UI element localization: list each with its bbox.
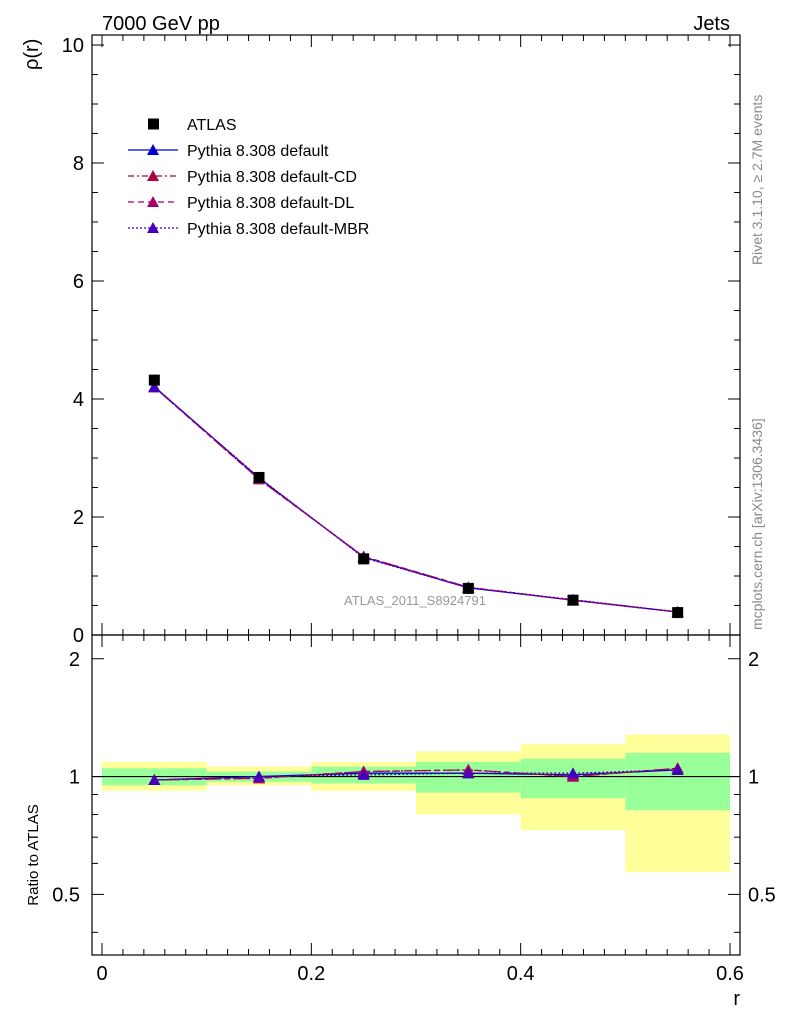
ratio-y-axis-label: Ratio to ATLAS <box>25 804 42 905</box>
legend-marker <box>147 222 159 233</box>
ratio-line <box>154 769 678 781</box>
series-line <box>153 386 678 613</box>
series-line <box>153 386 678 613</box>
rivet-label: Rivet 3.1.10, ≥ 2.7M events <box>749 95 765 265</box>
ratio-point <box>357 768 370 780</box>
analysis-label: ATLAS_2011_S8924791 <box>344 593 486 608</box>
series-line <box>153 386 678 613</box>
ratio-line <box>154 769 678 781</box>
legend-marker <box>147 144 159 155</box>
x-tick-label: 0.6 <box>716 963 744 985</box>
ratio-point <box>148 773 161 785</box>
ratio-uncertainty-bands <box>102 734 730 873</box>
ratio-point <box>567 767 579 779</box>
y-tick-label: 8 <box>73 153 84 175</box>
x-tick-label: 0 <box>96 963 107 985</box>
data-point <box>358 553 370 565</box>
main-axes: 0 2 4 6 8 10 <box>62 34 741 647</box>
legend: ATLAS Pythia 8.308 default Pythia 8.308 de… <box>128 117 369 238</box>
ratio-point <box>671 763 684 775</box>
legend-label: Pythia 8.308 default-DL <box>187 195 354 212</box>
ratio-y-tick-label: 1 <box>748 767 759 789</box>
ratio-y-tick-label: 2 <box>748 649 759 671</box>
ratio-point <box>253 770 265 782</box>
data-point <box>462 582 474 594</box>
data-point <box>672 607 684 619</box>
y-tick-label: 6 <box>73 271 84 293</box>
main-y-axis-label: ρ(r) <box>21 39 43 70</box>
y-tick-label: 0 <box>73 625 84 647</box>
data-point <box>148 374 160 386</box>
ratio-y-tick-label: 0.5 <box>52 884 80 906</box>
legend-label: ATLAS <box>187 117 237 134</box>
legend-label: Pythia 8.308 default-MBR <box>187 221 369 238</box>
ratio-line <box>154 767 678 781</box>
y-tick-label: 4 <box>73 389 84 411</box>
legend-marker <box>147 170 159 181</box>
data-point <box>253 471 265 483</box>
inner-band-bin <box>625 752 730 811</box>
y-tick-label: 2 <box>73 507 84 529</box>
ratio-axes: 0.5 0.5 1 1 2 2 0 0.2 0.4 0.6 <box>52 634 776 985</box>
legend-marker <box>147 196 159 207</box>
legend-label: Pythia 8.308 default-CD <box>187 169 357 186</box>
legend-label: Pythia 8.308 default <box>187 143 329 160</box>
series-line <box>153 386 678 613</box>
header-right: Jets <box>693 13 730 35</box>
x-axis-label: r <box>733 988 740 1010</box>
data-point <box>567 594 579 606</box>
legend-marker <box>148 118 159 130</box>
ratio-y-tick-label: 1 <box>69 767 80 789</box>
mcplots-label: mcplots.cern.ch [arXiv:1306.3436] <box>749 418 765 630</box>
series-point <box>148 381 161 393</box>
x-tick-label: 0.2 <box>297 963 325 985</box>
main-series <box>148 374 684 619</box>
x-tick-label: 0.4 <box>507 963 535 985</box>
ratio-point <box>462 767 475 779</box>
y-tick-label: 10 <box>62 35 84 57</box>
header-left: 7000 GeV pp <box>102 13 220 35</box>
ratio-series <box>148 762 684 785</box>
ratio-y-tick-label: 0.5 <box>748 884 776 906</box>
ratio-y-tick-label: 2 <box>69 649 80 671</box>
